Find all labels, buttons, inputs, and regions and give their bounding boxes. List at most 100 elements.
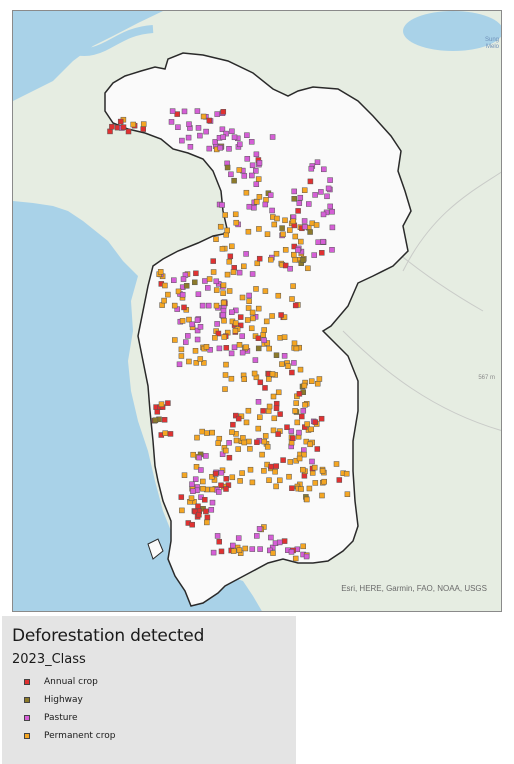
deforestation-point — [232, 328, 239, 334]
lake — [403, 11, 501, 51]
deforestation-point — [249, 309, 256, 316]
deforestation-point — [251, 204, 257, 211]
deforestation-point — [193, 270, 199, 277]
deforestation-point — [178, 353, 185, 359]
deforestation-point — [270, 550, 276, 556]
deforestation-point — [277, 477, 283, 484]
deforestation-point — [220, 307, 227, 314]
deforestation-point — [301, 473, 308, 479]
deforestation-point — [229, 309, 235, 315]
deforestation-point — [301, 382, 308, 389]
deforestation-point — [296, 429, 302, 436]
deforestation-point — [253, 168, 259, 174]
deforestation-point — [227, 253, 234, 260]
deforestation-point — [171, 277, 177, 283]
deforestation-point — [219, 202, 225, 208]
deforestation-point — [306, 201, 312, 207]
deforestation-point — [256, 255, 263, 262]
deforestation-point — [246, 438, 252, 445]
deforestation-point — [246, 203, 253, 210]
deforestation-point — [273, 405, 280, 411]
deforestation-point — [194, 327, 201, 334]
legend-subtitle: 2023_Class — [12, 652, 86, 667]
deforestation-point — [202, 278, 208, 284]
deforestation-point — [284, 424, 290, 430]
deforestation-point — [222, 212, 228, 218]
deforestation-point — [195, 503, 201, 510]
deforestation-point — [241, 376, 247, 382]
deforestation-point — [309, 458, 315, 465]
deforestation-point — [226, 258, 233, 265]
deforestation-point — [213, 302, 220, 309]
deforestation-point — [304, 496, 310, 503]
deforestation-point — [236, 167, 243, 173]
deforestation-point — [162, 282, 168, 289]
deforestation-point — [257, 414, 263, 420]
map-view[interactable]: Sung Melo 567 m Esri, HERE, Garmin, FAO,… — [12, 10, 502, 612]
deforestation-point — [198, 467, 204, 473]
deforestation-point — [226, 440, 232, 446]
deforestation-point — [263, 318, 270, 325]
deforestation-point — [209, 429, 215, 436]
deforestation-point — [262, 433, 269, 439]
deforestation-point — [254, 439, 260, 445]
deforestation-point — [224, 164, 231, 171]
deforestation-point — [204, 430, 210, 436]
deforestation-point — [214, 321, 220, 327]
deforestation-point — [213, 287, 220, 293]
deforestation-point — [212, 335, 218, 341]
deforestation-point — [207, 347, 213, 353]
deforestation-point — [319, 468, 326, 474]
deforestation-point — [268, 463, 274, 470]
deforestation-point — [216, 345, 223, 352]
deforestation-point — [200, 478, 206, 485]
deforestation-point — [304, 421, 310, 427]
deforestation-point — [194, 317, 201, 323]
deforestation-point — [264, 231, 271, 237]
deforestation-point — [180, 276, 187, 282]
deforestation-point — [254, 533, 260, 539]
annual-crop-swatch — [24, 679, 30, 685]
deforestation-point — [240, 435, 246, 441]
deforestation-point — [269, 207, 275, 214]
deforestation-point — [218, 482, 224, 489]
deforestation-point — [286, 473, 292, 480]
deforestation-point — [241, 263, 247, 270]
deforestation-point — [270, 393, 277, 400]
deforestation-point — [237, 141, 243, 148]
deforestation-point — [233, 219, 239, 226]
legend-item-annual-crop: Annual crop — [12, 673, 296, 691]
deforestation-point — [307, 441, 313, 448]
deforestation-point — [217, 223, 224, 230]
deforestation-point — [285, 363, 291, 369]
deforestation-point — [193, 464, 200, 470]
deforestation-point — [174, 111, 180, 117]
deforestation-point — [195, 291, 202, 297]
deforestation-point — [276, 539, 283, 546]
deforestation-point — [302, 402, 308, 408]
deforestation-point — [308, 426, 314, 433]
study-area-boundary — [104, 52, 412, 607]
deforestation-point — [213, 470, 219, 477]
deforestation-point — [229, 429, 235, 435]
deforestation-point — [179, 318, 186, 324]
deforestation-point — [220, 109, 227, 115]
deforestation-point — [189, 521, 195, 528]
deforestation-point — [271, 221, 278, 228]
deforestation-point — [300, 408, 307, 414]
deforestation-point — [314, 159, 321, 165]
deforestation-point — [239, 333, 245, 339]
deforestation-point — [185, 134, 192, 141]
deforestation-point — [287, 265, 293, 272]
deforestation-point — [168, 119, 175, 125]
deforestation-point — [293, 400, 299, 406]
deforestation-point — [296, 200, 303, 206]
deforestation-point — [161, 417, 168, 423]
deforestation-point — [266, 403, 273, 410]
deforestation-point — [296, 455, 303, 462]
deforestation-point — [190, 488, 196, 494]
deforestation-point — [218, 548, 225, 555]
deforestation-point — [268, 256, 274, 263]
deforestation-point — [301, 187, 308, 193]
deforestation-point — [186, 121, 192, 127]
